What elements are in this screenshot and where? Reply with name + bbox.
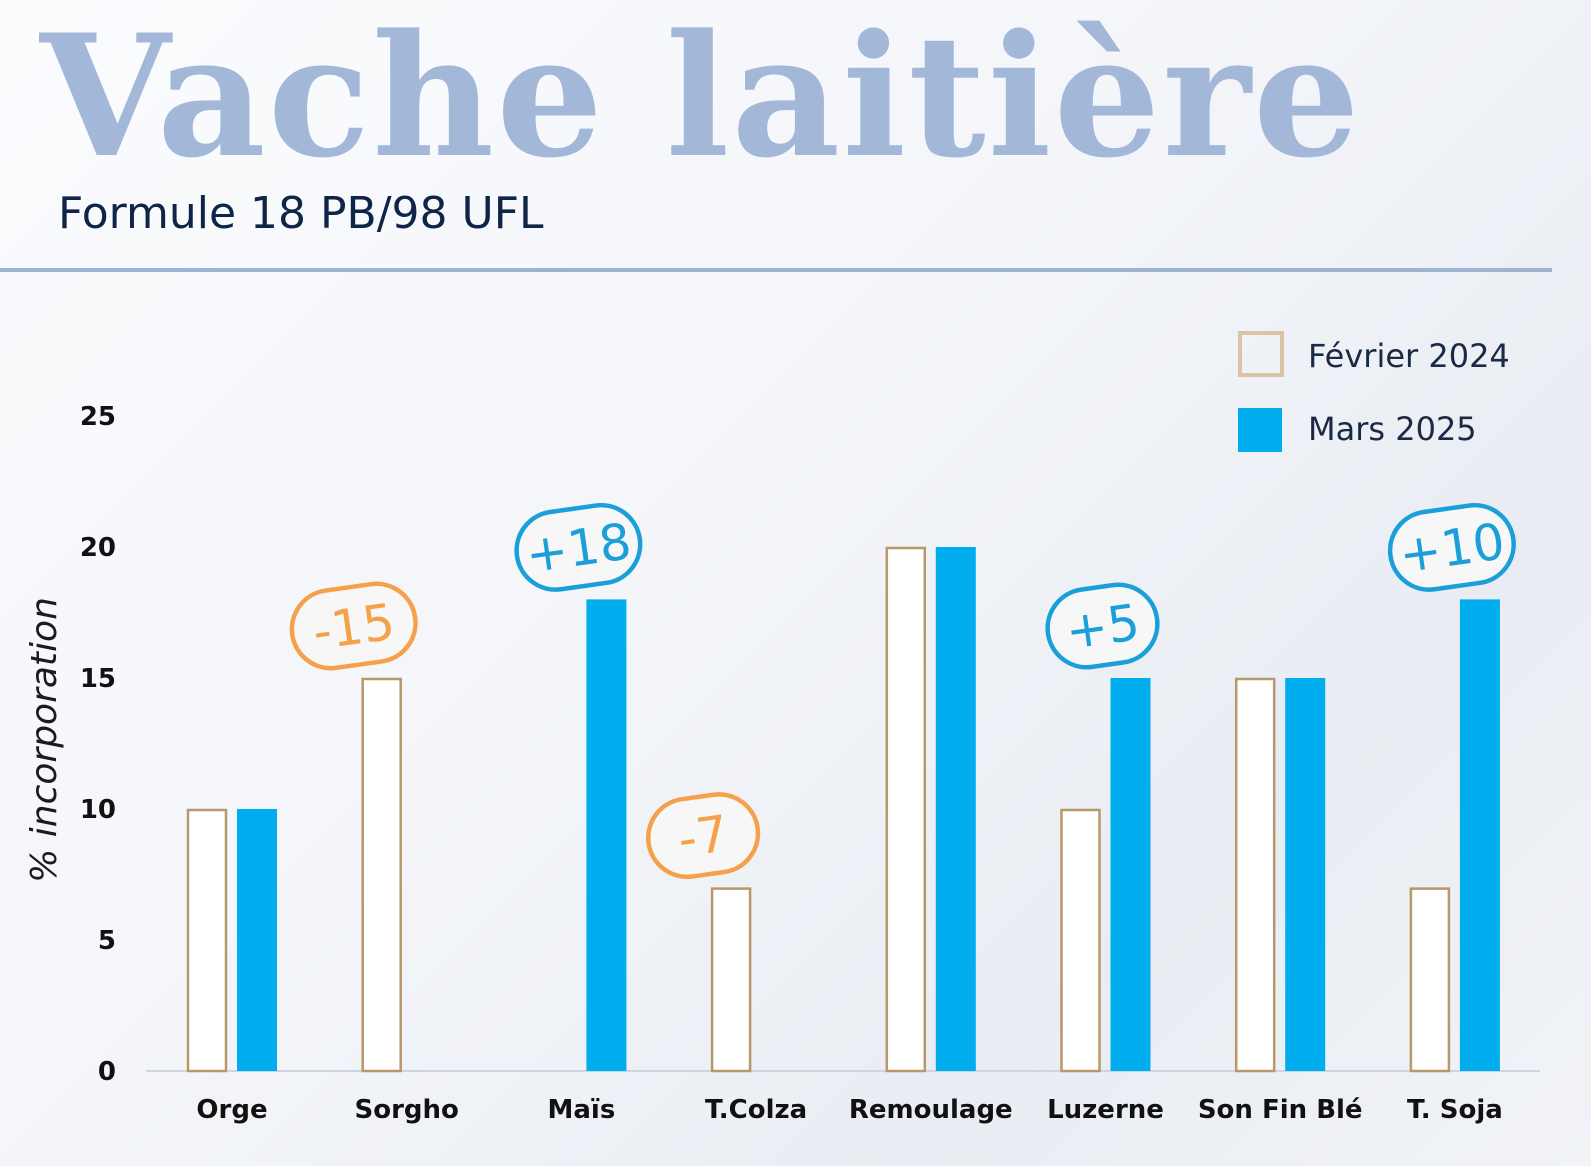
page-subtitle: Formule 18 PB/98 UFL [58, 188, 544, 239]
x-tick-label: Son Fin Blé [1198, 1095, 1363, 1125]
bar-mars-2025 [1110, 678, 1151, 1071]
x-tick-label: Sorgho [354, 1095, 458, 1125]
x-tick-label: Remoulage [849, 1095, 1013, 1125]
y-axis-ticks: 0 5 10 15 20 25 [80, 402, 116, 1087]
header-divider [0, 268, 1552, 272]
change-badge: +5 [1045, 582, 1160, 670]
y-tick-label: 20 [80, 533, 116, 563]
change-badge-outline [514, 502, 643, 592]
bar-fevrier-2024 [1234, 677, 1276, 1073]
legend-swatch-fevrier [1238, 331, 1284, 377]
y-tick-label: 15 [80, 664, 116, 694]
change-badge-outline [1387, 502, 1516, 592]
change-badge: -7 [646, 792, 761, 880]
bar-mars-2025 [586, 599, 627, 1071]
change-badge-label: -15 [309, 593, 398, 662]
bar-mars-2025 [1459, 599, 1500, 1071]
change-badge-label: -7 [675, 804, 732, 868]
y-tick-label: 10 [80, 795, 116, 825]
y-tick-label: 0 [98, 1057, 116, 1087]
change-badge-outline [1045, 582, 1160, 670]
bar-mars-2025 [237, 809, 277, 1071]
chart-legend: Février 2024 Mars 2025 [1238, 331, 1510, 452]
change-annotations: -15 +18 -7 +5 +10 [289, 502, 1516, 880]
bar-mars-2025 [935, 547, 976, 1071]
change-badge: +18 [514, 502, 643, 592]
x-tick-label: T.Colza [705, 1095, 807, 1125]
legend-label-fevrier: Février 2024 [1308, 337, 1510, 375]
change-badge-outline [289, 581, 418, 671]
legend-label-mars: Mars 2025 [1308, 410, 1477, 448]
bar-fevrier-2024 [710, 887, 752, 1073]
y-axis-label: % incorporation [24, 597, 65, 883]
bar-fevrier-2024 [186, 808, 228, 1073]
change-badge-outline [646, 792, 761, 880]
page-title: Vache laitière [40, 0, 1362, 195]
x-tick-label: Luzerne [1047, 1095, 1164, 1125]
bar-fevrier-2024 [361, 677, 402, 1073]
y-tick-label: 25 [80, 402, 116, 432]
legend-swatch-mars [1238, 408, 1282, 452]
bar-fevrier-2024 [1060, 808, 1101, 1073]
bar-mars-2025 [1285, 678, 1326, 1071]
bar-series [186, 546, 1500, 1073]
x-tick-label: T. Soja [1407, 1095, 1503, 1125]
x-axis-labels: Orge Sorgho Maïs T.Colza Remoulage Luzerne Son… [196, 1095, 1502, 1125]
bar-fevrier-2024 [1409, 887, 1451, 1073]
bar-fevrier-2024 [885, 546, 927, 1073]
change-badge: -15 [289, 581, 418, 671]
change-badge: +10 [1387, 502, 1516, 592]
x-tick-label: Orge [196, 1095, 267, 1125]
x-tick-label: Maïs [547, 1095, 615, 1125]
y-tick-label: 5 [98, 926, 116, 956]
change-badge-label: +5 [1062, 593, 1143, 661]
